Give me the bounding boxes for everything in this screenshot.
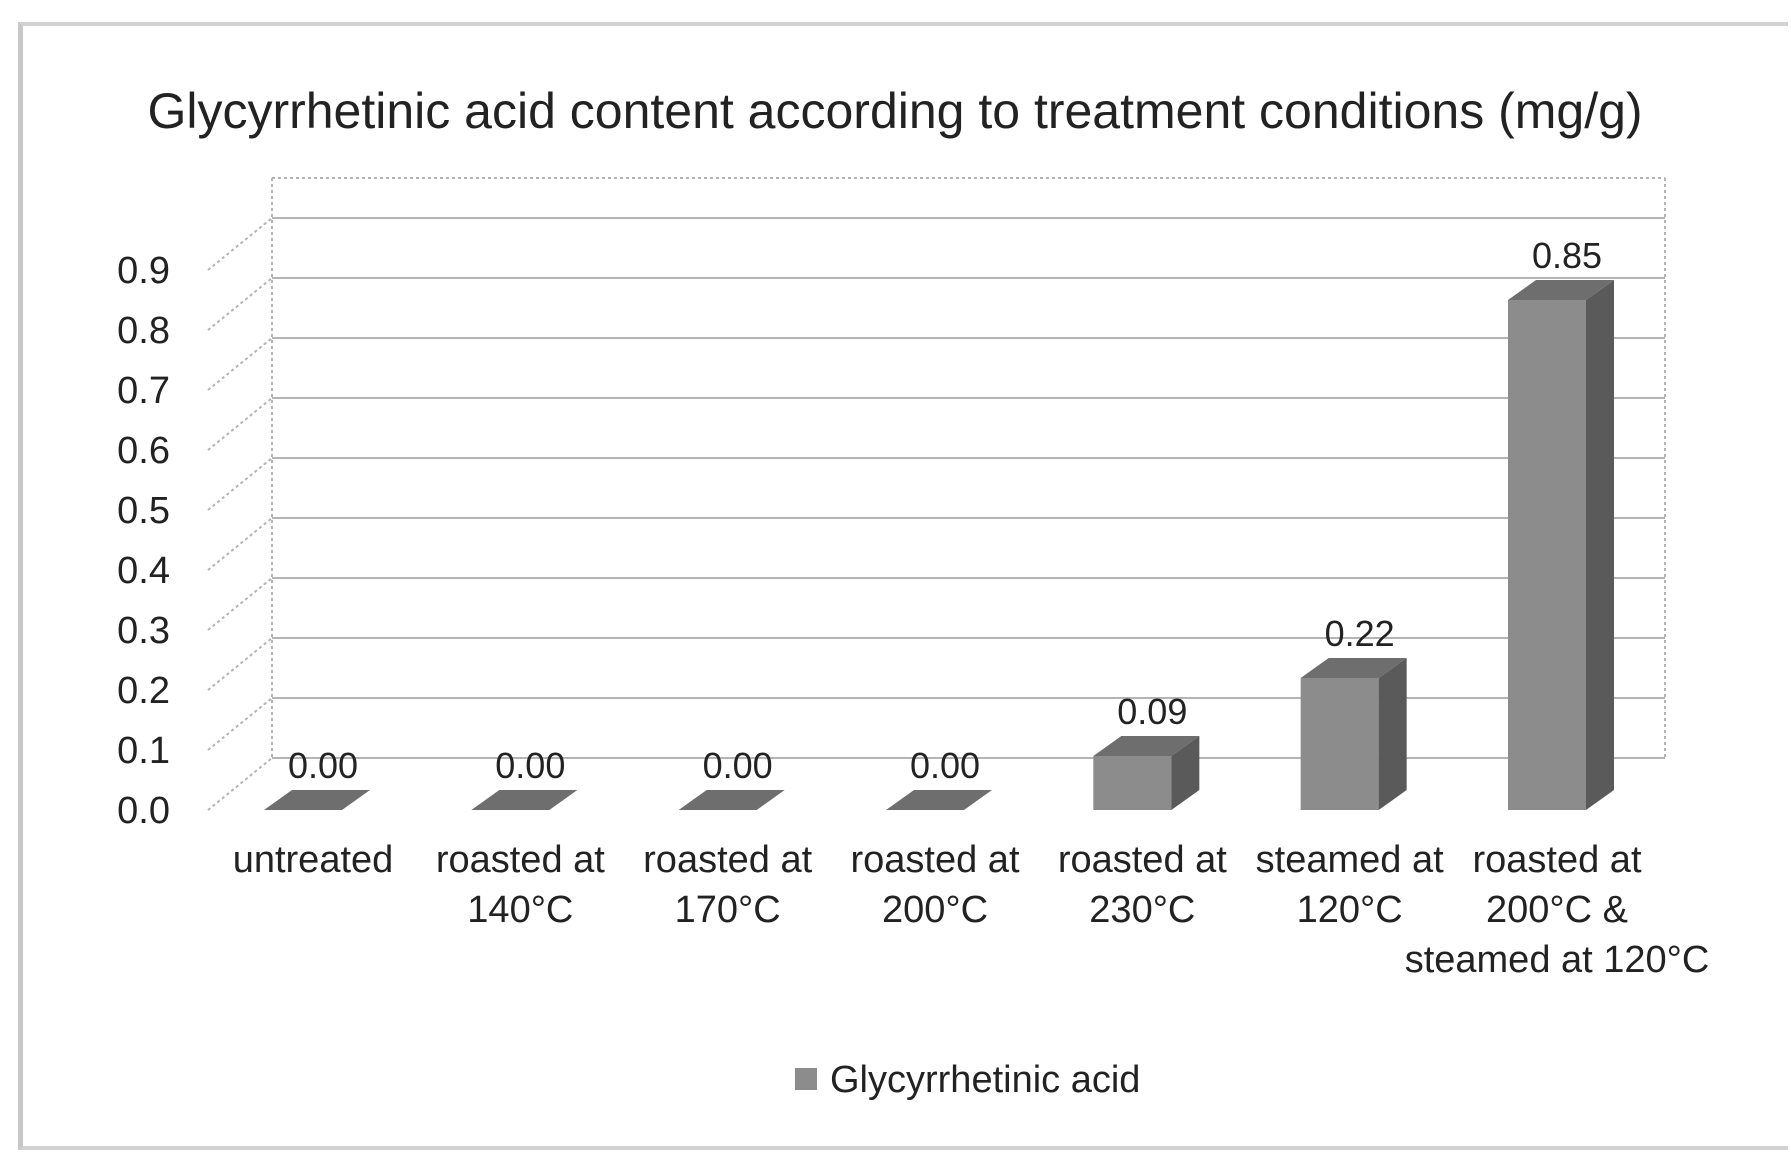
legend: Glycyrrhetinic acid [795,1059,1140,1101]
gridline-side [207,217,273,271]
bar-side [1171,736,1200,810]
x-axis: untreated roasted at 140°C roasted at 170°C r… [233,839,1710,981]
gridlines [207,177,1666,811]
gridline-side [207,337,273,391]
bar-side [1586,280,1614,810]
bars [264,280,1614,810]
data-label: 0.00 [495,745,565,786]
x-tick-label: untreated [233,839,394,881]
x-tick-label: roasted at 200°C & steamed at 120°C [1405,839,1710,981]
gridline-side [207,457,273,511]
y-tick-label: 0.3 [117,610,170,652]
bar-top [886,790,992,810]
y-tick-label: 0.7 [117,370,170,412]
x-tick-label: roasted at 200°C [851,839,1020,931]
bar-top [1300,658,1407,678]
gridline-side [207,517,273,571]
legend-swatch [795,1068,817,1090]
gridline-side [207,697,273,751]
bar-side [1378,658,1407,810]
chart-title: Glycyrrhetinic acid content according to… [147,83,1642,139]
y-tick-label: 0.9 [117,250,170,292]
y-tick-label: 0.4 [117,550,170,592]
bar [1508,300,1586,810]
data-labels: 0.00 0.00 0.00 0.00 0.09 0.22 0.85 [288,235,1602,786]
data-label: 0.22 [1325,613,1395,654]
y-tick-label: 0.2 [117,670,170,712]
data-label: 0.09 [1117,691,1187,732]
x-tick-label: steamed at 120°C [1256,839,1444,931]
bar [1093,756,1172,810]
data-label: 0.00 [703,745,773,786]
legend-label: Glycyrrhetinic acid [830,1059,1140,1101]
y-tick-label: 0.5 [117,490,170,532]
gridline-side [207,397,273,451]
y-tick-label: 0.8 [117,310,170,352]
gridline-side [207,757,273,811]
data-label: 0.00 [288,745,358,786]
bar [1300,678,1379,810]
data-label: 0.00 [910,745,980,786]
gridline-side [207,277,273,331]
bar-top [1508,280,1614,300]
y-tick-label: 0.0 [117,790,170,832]
bar-top [1093,736,1200,756]
y-tick-label: 0.6 [117,430,170,472]
bar-top [678,790,785,810]
chart-frame [18,22,1788,1150]
bar-top [471,790,578,810]
x-tick-label: roasted at 140°C [436,839,605,931]
bar-top [264,790,370,810]
gridline-side [207,637,273,691]
x-tick-label: roasted at 230°C [1058,839,1227,931]
x-tick-label: roasted at 170°C [643,839,812,931]
data-label: 0.85 [1532,235,1602,276]
y-axis: 0.0 0.1 0.2 0.3 0.4 0.5 0.6 0.7 0.8 0.9 [117,250,170,832]
gridline-side [207,577,273,631]
y-tick-label: 0.1 [117,730,170,772]
